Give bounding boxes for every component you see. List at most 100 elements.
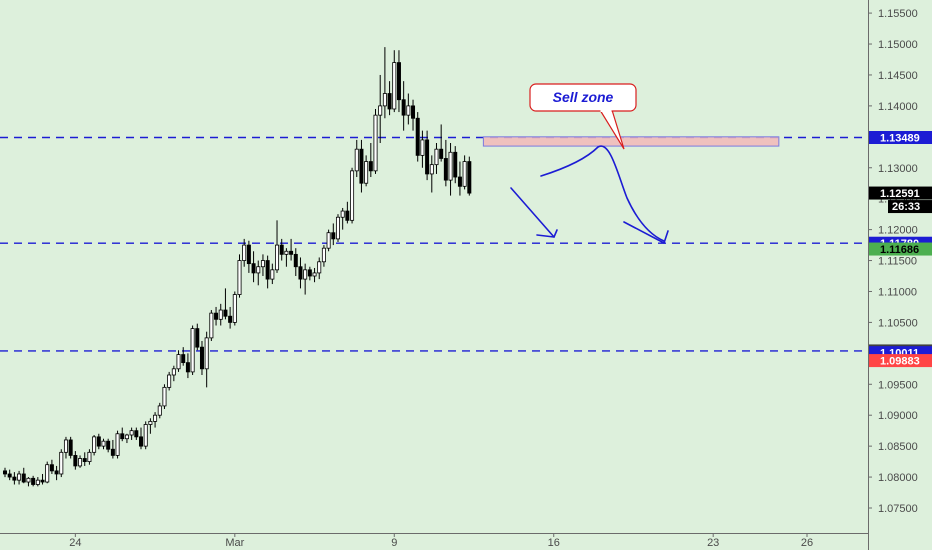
candle-up (378, 105, 383, 116)
candle-down (54, 470, 59, 475)
candle-up (340, 210, 345, 218)
candle-down (298, 266, 303, 280)
candle-down (439, 148, 444, 159)
candle-up (35, 479, 40, 485)
candle-up (420, 139, 425, 156)
candle-down (467, 161, 472, 194)
arrowhead-1 (536, 229, 558, 238)
candle-up (256, 266, 261, 274)
candle-up (129, 430, 134, 436)
callout-joint (600, 108, 612, 112)
candle-up (364, 161, 369, 184)
candle-down (453, 151, 458, 178)
candle-up (190, 328, 195, 373)
candle-down (214, 312, 219, 320)
badge-current (869, 186, 932, 200)
candle-up (218, 309, 223, 320)
candle-down (265, 260, 270, 280)
candle-up (382, 93, 387, 107)
candle-down (49, 464, 54, 472)
candle-down (82, 458, 87, 463)
price-tick-label: 1.11000 (878, 286, 917, 298)
badge-11686-label: 1.11686 (880, 244, 919, 256)
candle-down (96, 436, 101, 447)
candle-down (3, 470, 8, 475)
candle-down (195, 328, 200, 348)
price-tick-label: 1.15000 (878, 39, 918, 51)
candle-down (331, 232, 336, 240)
candle-up (373, 114, 378, 172)
arrow-down-1 (510, 187, 555, 238)
candle-down (185, 362, 190, 373)
candle-down (293, 253, 298, 268)
candle-up (392, 62, 397, 110)
price-tick-label: 1.12000 (878, 225, 918, 237)
candle-up (448, 151, 453, 181)
candle-down (40, 479, 45, 483)
candle-up (124, 434, 129, 440)
candle-up (176, 354, 181, 370)
candle-up (270, 269, 275, 280)
candle-down (7, 473, 12, 478)
price-tick-label: 1.15500 (878, 8, 918, 20)
candle-up (260, 260, 265, 268)
candle-up (87, 451, 92, 463)
arrowhead-2 (623, 221, 669, 244)
candle-down (345, 210, 350, 221)
countdown-label: 26:33 (892, 201, 920, 213)
price-tick-label: 1.09500 (878, 379, 918, 391)
candle-up (63, 439, 68, 453)
candle-up (406, 105, 411, 116)
candle-up (317, 261, 322, 274)
candle-up (232, 294, 237, 323)
candle-up (92, 436, 97, 453)
candle-up (326, 232, 331, 249)
time-tick-label: 23 (707, 537, 719, 549)
price-tick-label: 1.09000 (878, 410, 918, 422)
candle-up (209, 312, 214, 339)
candle-down (279, 244, 284, 255)
candle-up (148, 420, 153, 425)
candle-up (354, 148, 359, 172)
candle-up (312, 272, 317, 277)
candle-up (167, 374, 172, 388)
candle-down (396, 62, 401, 101)
candle-up (284, 250, 289, 255)
candle-up (143, 424, 148, 447)
time-tick-label: 16 (548, 537, 560, 549)
candle-down (199, 346, 204, 370)
candle-down (12, 476, 17, 481)
candle-up (242, 244, 247, 261)
price-tick-label: 1.08000 (878, 472, 918, 484)
candle-up (335, 216, 340, 240)
price-tick-label: 1.07500 (878, 503, 918, 515)
candle-down (251, 263, 256, 274)
candle-down (246, 244, 251, 265)
time-tick-label: Mar (225, 537, 244, 549)
time-tick-label: 24 (69, 537, 81, 549)
candle-up (17, 473, 22, 481)
candle-down (73, 455, 78, 467)
candle-up (26, 477, 31, 483)
price-tick-label: 1.11500 (878, 256, 917, 268)
candle-down (120, 433, 125, 440)
candle-down (457, 176, 462, 187)
candle-down (134, 430, 139, 438)
price-tick-label: 1.13000 (878, 163, 918, 175)
candle-down (411, 105, 416, 119)
candle-up (153, 414, 158, 422)
candle-up (101, 440, 106, 447)
candle-up (462, 161, 467, 187)
candle-up (275, 244, 280, 271)
candle-down (307, 269, 312, 277)
candle-up (321, 247, 326, 263)
candle-up (429, 164, 434, 175)
candle-down (106, 440, 111, 450)
candle-down (228, 315, 233, 323)
candle-up (78, 458, 83, 467)
candle-down (289, 250, 294, 255)
candle-down (223, 309, 228, 317)
